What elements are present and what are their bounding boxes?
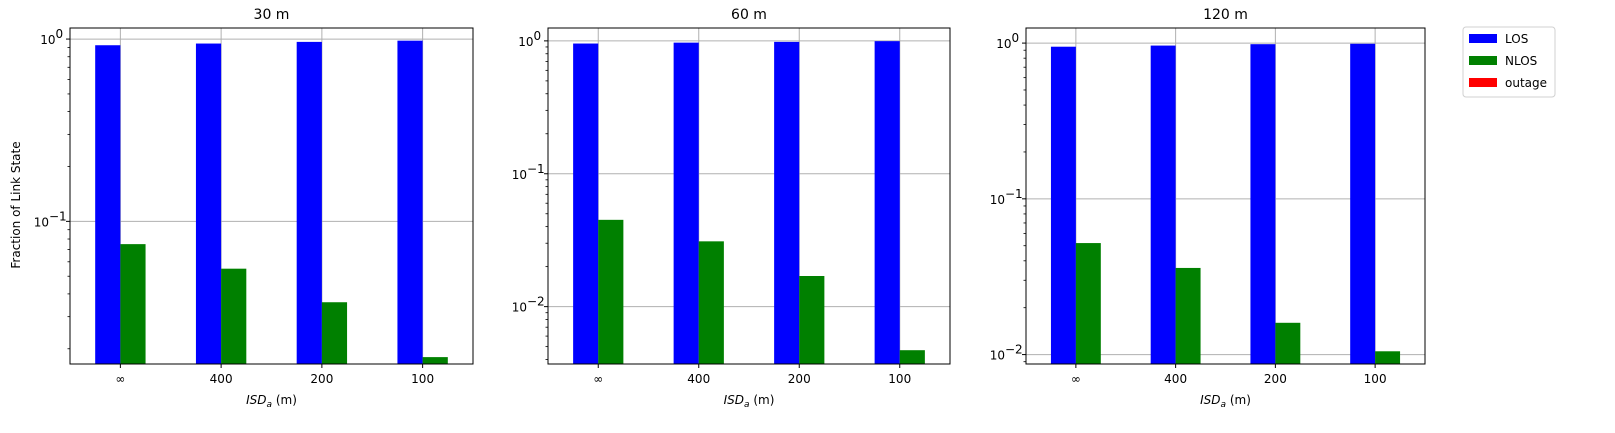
y-tick-label-0: 10: [40, 33, 55, 47]
bar-nlos-2: [799, 276, 825, 364]
x-tick-label-1: 400: [210, 372, 233, 386]
x-tick-label-3: 100: [411, 372, 434, 386]
legend-swatch-outage: [1469, 78, 1497, 87]
axes-frame: [1025, 27, 1426, 365]
x-axis-label: ISDa (m): [1200, 393, 1251, 410]
x-tick-label-0: ∞: [593, 372, 603, 386]
y-tick-exponent-2: −2: [527, 295, 545, 309]
bar-los-0: [95, 45, 121, 364]
x-tick-label-3: 100: [1364, 372, 1387, 386]
legend-swatch-los: [1469, 34, 1497, 43]
bar-los-3: [874, 41, 900, 365]
bar-nlos-0: [120, 244, 146, 364]
x-tick-label-0: ∞: [1071, 372, 1081, 386]
y-tick-label-1: 10: [990, 193, 1005, 207]
y-tick-exponent-0: 0: [56, 27, 64, 41]
y-axis-label: Fraction of Link State: [9, 141, 23, 268]
bar-los-0: [1050, 46, 1076, 364]
x-tick-label-2: 200: [788, 372, 811, 386]
axes-frame: [69, 27, 474, 365]
legend-swatch-nlos: [1469, 56, 1497, 65]
bar-los-3: [397, 40, 423, 364]
bar-nlos-3: [1375, 351, 1401, 364]
y-tick-exponent-1: −1: [1005, 187, 1023, 201]
y-tick-label-1: 10: [34, 215, 49, 229]
x-tick-label-2: 200: [1264, 372, 1287, 386]
y-tick-exponent-1: −1: [49, 209, 67, 223]
legend-label-nlos: NLOS: [1505, 54, 1537, 68]
bar-nlos-0: [1075, 243, 1101, 364]
bar-los-1: [195, 43, 222, 364]
x-axis-label: ISDa (m): [724, 393, 775, 410]
x-tick-label-1: 400: [687, 372, 710, 386]
bar-los-2: [1250, 44, 1276, 365]
bar-nlos-0: [598, 219, 624, 364]
bar-nlos-1: [698, 241, 724, 364]
x-tick-label-1: 400: [1164, 372, 1187, 386]
bar-los-0: [573, 43, 599, 364]
y-tick-label-2: 10: [512, 301, 527, 315]
bar-los-1: [673, 42, 699, 365]
y-tick-exponent-0: 0: [534, 29, 542, 43]
bar-nlos-3: [422, 357, 448, 364]
y-tick-label-0: 10: [996, 37, 1011, 51]
subplot-title: 60 m: [731, 7, 767, 23]
y-tick-exponent-2: −2: [1005, 343, 1023, 357]
x-tick-label-3: 100: [888, 372, 911, 386]
x-axis-label: ISDa (m): [246, 393, 297, 410]
bar-nlos-2: [321, 302, 348, 364]
bar-los-2: [774, 41, 800, 365]
legend-label-los: LOS: [1505, 32, 1528, 46]
bar-nlos-3: [899, 350, 925, 364]
legend: LOS NLOS outage: [1462, 26, 1556, 98]
bar-los-1: [1150, 45, 1176, 364]
x-tick-label-0: ∞: [115, 372, 125, 386]
y-tick-label-2: 10: [990, 349, 1005, 363]
bar-nlos-2: [1275, 322, 1301, 364]
y-tick-exponent-0: 0: [1012, 31, 1020, 45]
y-tick-exponent-1: −1: [527, 162, 545, 176]
y-tick-label-1: 10: [512, 168, 527, 182]
bar-nlos-1: [221, 268, 247, 364]
subplot-title: 30 m: [254, 7, 290, 23]
y-tick-label-0: 10: [518, 35, 533, 49]
axes-frame: [547, 27, 951, 365]
bar-los-2: [296, 41, 322, 365]
subplot-title: 120 m: [1203, 7, 1248, 23]
bar-los-3: [1350, 43, 1376, 364]
legend-label-outage: outage: [1505, 76, 1547, 90]
bar-nlos-1: [1175, 267, 1201, 364]
x-tick-label-2: 200: [310, 372, 333, 386]
